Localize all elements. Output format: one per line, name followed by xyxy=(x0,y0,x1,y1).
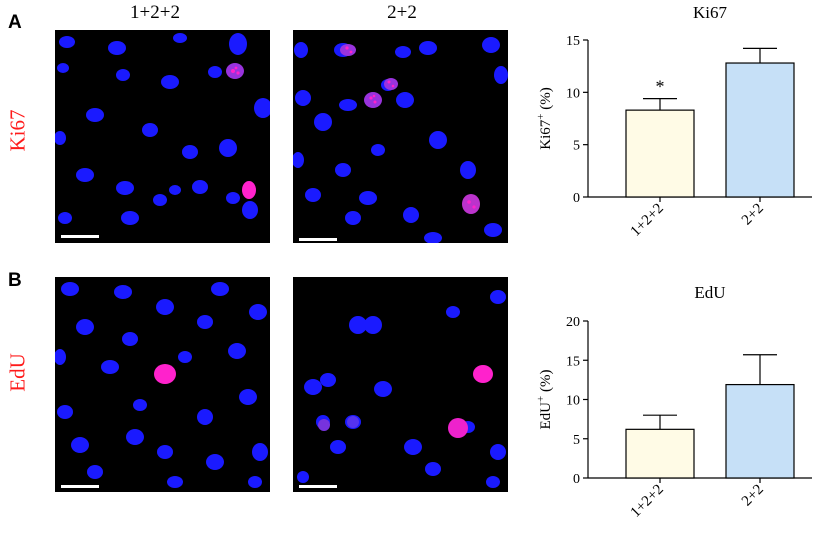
y-axis-label-sup: + xyxy=(535,396,547,402)
y-axis-label: EdU+ (%) xyxy=(535,370,554,430)
x-tick-label: 1+2+2 xyxy=(628,482,667,521)
y-tick-label: 5 xyxy=(573,139,580,154)
y-axis-label-sup: + xyxy=(535,114,547,120)
y-axis-label-main: Ki67 xyxy=(538,119,554,150)
micrograph-edu-2-2 xyxy=(293,277,508,492)
row-label-ki67: Ki67 xyxy=(5,109,30,152)
y-axis-label-unit: (%) xyxy=(538,87,554,113)
x-tick-label: 2+2 xyxy=(739,482,767,510)
panel-letter-b: B xyxy=(8,270,22,291)
micrograph-edu-2-2-svg xyxy=(297,290,506,488)
y-tick-label: 10 xyxy=(566,394,580,409)
micrograph-edu-1-2-2-svg xyxy=(55,282,268,488)
micrograph-ki67-2-2-svg xyxy=(293,37,508,243)
micrograph-ki67-2-2 xyxy=(293,30,508,243)
y-axis-label: Ki67+ (%) xyxy=(535,87,554,149)
y-tick-label: 15 xyxy=(566,34,580,49)
x-tick-label: 1+2+2 xyxy=(628,201,667,240)
y-tick-label: 10 xyxy=(566,86,580,101)
bar-0 xyxy=(625,428,695,479)
chart-title: EdU xyxy=(694,283,725,302)
y-tick-label: 15 xyxy=(566,354,580,369)
micrograph-edu-1-2-2 xyxy=(55,277,270,492)
micrograph-ki67-1-2-2-svg xyxy=(55,33,270,238)
y-axis-label-main: EdU xyxy=(538,402,554,430)
significance-marker: * xyxy=(656,77,665,97)
row-label-edu: EdU xyxy=(5,353,30,392)
y-axis-label-unit: (%) xyxy=(538,370,554,396)
panel-letter-a: A xyxy=(8,12,22,33)
column-title-1-2-2: 1+2+2 xyxy=(130,2,180,23)
bar-0 xyxy=(625,109,695,198)
y-tick-label: 5 xyxy=(573,433,580,448)
micrograph-ki67-1-2-2 xyxy=(55,30,270,243)
column-title-2-2: 2+2 xyxy=(387,2,417,23)
y-tick-label: 20 xyxy=(566,315,580,330)
bar-1 xyxy=(725,62,795,198)
x-tick-label: 2+2 xyxy=(739,201,767,229)
chart-title: Ki67 xyxy=(693,3,728,22)
y-tick-label: 0 xyxy=(573,191,580,206)
y-tick-label: 0 xyxy=(573,472,580,487)
bar-1 xyxy=(725,383,795,479)
